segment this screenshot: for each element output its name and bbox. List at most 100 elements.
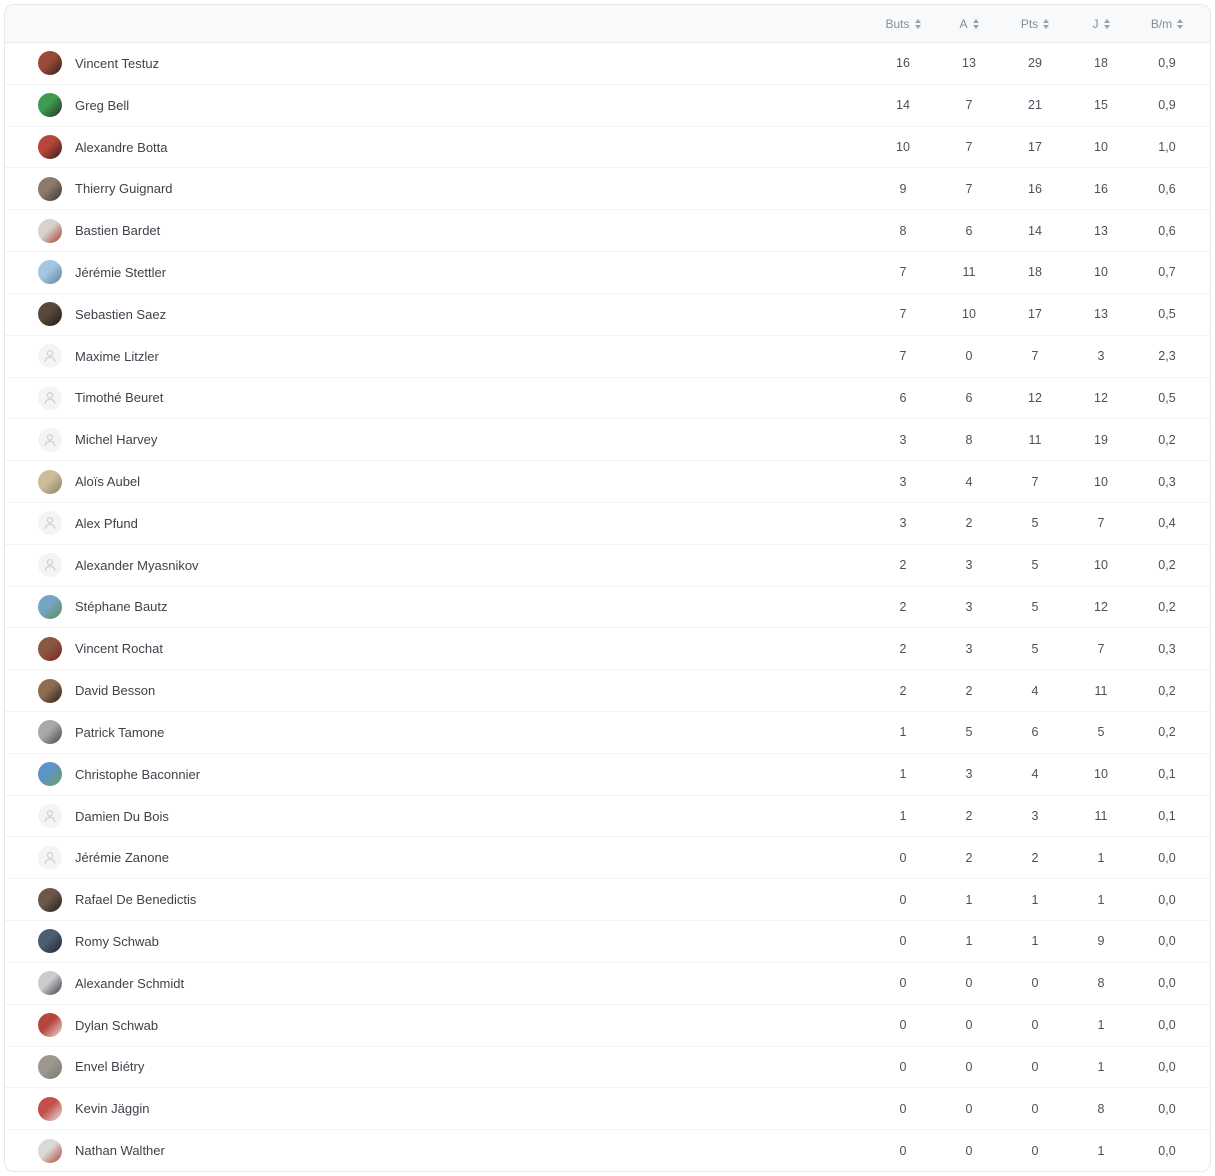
stat-value-games: 1 (1097, 1059, 1105, 1074)
stat-value-buts: 0 (899, 976, 907, 991)
avatar (38, 762, 62, 787)
table-row[interactable]: Romy Schwab 0 1 1 9 0,0 (5, 920, 1210, 962)
table-row[interactable]: Alexander Myasnikov 2 3 5 10 0,2 (5, 543, 1210, 586)
avatar (38, 385, 62, 410)
table-row[interactable]: Rafael De Benedictis 0 1 1 1 0,0 (5, 878, 1210, 921)
sort-icon (1043, 18, 1050, 29)
stat-value-goals-per-game: 0,6 (1158, 223, 1176, 238)
stat-value-assists: 11 (962, 265, 976, 280)
column-header-buts[interactable]: Buts (870, 17, 936, 31)
table-row[interactable]: Stéphane Bautz 2 3 5 12 0,2 (5, 585, 1210, 628)
stat-value-points: 11 (1028, 432, 1042, 447)
stat-value-buts: 7 (899, 307, 907, 322)
table-row[interactable]: Patrick Tamone 1 5 6 5 0,2 (5, 711, 1210, 753)
stat-value-buts: 2 (899, 558, 907, 573)
stat-value-buts: 16 (896, 56, 910, 71)
person-placeholder-icon (44, 517, 56, 530)
player-name: Sebastien Saez (75, 306, 167, 322)
stat-value-goals-per-game: 0,0 (1158, 850, 1176, 865)
column-label-games: J (1092, 16, 1099, 31)
stat-value-games: 10 (1094, 767, 1108, 782)
table-row[interactable]: Vincent Rochat 2 3 5 7 0,3 (5, 627, 1210, 670)
stat-value-goals-per-game: 0,2 (1158, 725, 1176, 740)
stat-value-points: 5 (1031, 599, 1039, 614)
column-header-games[interactable]: J (1068, 17, 1134, 31)
stat-value-games: 18 (1094, 56, 1108, 71)
stat-value-games: 13 (1094, 223, 1108, 238)
table-row[interactable]: Maxime Litzler 7 0 7 3 2,3 (5, 334, 1210, 377)
stat-value-goals-per-game: 0,5 (1158, 307, 1176, 322)
stat-value-games: 9 (1097, 934, 1105, 949)
table-row[interactable]: Christophe Baconnier 1 3 4 10 0,1 (5, 752, 1210, 795)
stat-value-assists: 1 (965, 934, 973, 949)
player-name: Maxime Litzler (75, 348, 159, 364)
stat-value-games: 5 (1097, 725, 1105, 740)
stat-value-buts: 0 (899, 1101, 907, 1116)
table-row[interactable]: Jérémie Stettler 7 11 18 10 0,7 (5, 251, 1210, 293)
player-name: Alexander Myasnikov (75, 557, 199, 573)
person-placeholder-icon (44, 851, 56, 864)
table-row[interactable]: Sebastien Saez 7 10 17 13 0,5 (5, 292, 1210, 335)
table-row[interactable]: Aloïs Aubel 3 4 7 10 0,3 (5, 460, 1210, 502)
stat-value-points: 5 (1031, 516, 1039, 531)
stat-value-assists: 4 (965, 474, 973, 489)
table-row[interactable]: David Besson 2 2 4 11 0,2 (5, 669, 1210, 711)
stat-value-goals-per-game: 0,3 (1158, 641, 1176, 656)
avatar (38, 678, 62, 703)
table-header: Buts A Pts J B/m (5, 5, 1210, 43)
stat-value-assists: 3 (965, 767, 973, 782)
stat-value-assists: 0 (965, 1059, 973, 1074)
table-row[interactable]: Kevin Jäggin 0 0 0 8 0,0 (5, 1087, 1210, 1130)
table-row[interactable]: Greg Bell 14 7 21 15 0,9 (5, 83, 1210, 126)
player-cell: Kevin Jäggin (5, 1096, 870, 1121)
stat-value-games: 8 (1097, 976, 1105, 991)
table-row[interactable]: Jérémie Zanone 0 2 2 1 0,0 (5, 836, 1210, 879)
table-row[interactable]: Alexander Schmidt 0 0 0 8 0,0 (5, 961, 1210, 1004)
player-cell: Patrick Tamone (5, 720, 870, 745)
table-row[interactable]: Thierry Guignard 9 7 16 16 0,6 (5, 167, 1210, 210)
stat-value-games: 7 (1097, 641, 1105, 656)
stat-value-games: 15 (1094, 98, 1108, 113)
stat-value-games: 1 (1097, 892, 1105, 907)
stat-value-points: 14 (1028, 223, 1042, 238)
stat-value-assists: 3 (965, 558, 973, 573)
table-row[interactable]: Nathan Walther 0 0 0 1 0,0 (5, 1129, 1210, 1171)
player-name: Patrick Tamone (75, 724, 165, 740)
table-row[interactable]: Michel Harvey 3 8 11 19 0,2 (5, 418, 1210, 461)
stat-value-goals-per-game: 0,0 (1158, 1101, 1176, 1116)
avatar (38, 887, 62, 912)
stat-value-points: 6 (1031, 725, 1039, 740)
table-row[interactable]: Alex Pfund 3 2 5 7 0,4 (5, 501, 1210, 544)
player-cell: Dylan Schwab (5, 1013, 870, 1038)
table-row[interactable]: Timothé Beuret 6 6 12 12 0,5 (5, 376, 1210, 419)
table-row[interactable]: Dylan Schwab 0 0 0 1 0,0 (5, 1003, 1210, 1046)
avatar (38, 344, 62, 369)
stat-value-goals-per-game: 0,6 (1158, 181, 1176, 196)
table-row[interactable]: Envel Biétry 0 0 0 1 0,0 (5, 1045, 1210, 1088)
person-placeholder-icon (44, 433, 56, 446)
stat-value-assists: 2 (965, 516, 973, 531)
column-header-assists[interactable]: A (936, 17, 1002, 31)
avatar (38, 93, 62, 118)
column-header-goals-per-game[interactable]: B/m (1134, 17, 1200, 31)
player-name: Jérémie Stettler (75, 264, 167, 280)
stat-value-assists: 10 (962, 307, 976, 322)
player-name: Dylan Schwab (75, 1017, 159, 1033)
avatar (38, 971, 62, 996)
avatar (38, 553, 62, 578)
stat-value-points: 2 (1031, 850, 1039, 865)
player-name: Alexandre Botta (75, 139, 168, 155)
table-row[interactable]: Alexandre Botta 10 7 17 10 1,0 (5, 125, 1210, 168)
stat-value-buts: 9 (899, 181, 907, 196)
player-cell: Alex Pfund (5, 511, 870, 536)
stat-value-assists: 2 (965, 850, 973, 865)
table-row[interactable]: Bastien Bardet 8 6 14 13 0,6 (5, 209, 1210, 252)
stat-value-assists: 0 (965, 1143, 973, 1158)
column-header-points[interactable]: Pts (1002, 17, 1068, 31)
table-row[interactable]: Damien Du Bois 1 2 3 11 0,1 (5, 794, 1210, 837)
stat-value-goals-per-game: 0,2 (1158, 599, 1176, 614)
column-label-assists: A (959, 16, 968, 31)
stat-value-buts: 8 (899, 223, 907, 238)
table-row[interactable]: Vincent Testuz 16 13 29 18 0,9 (5, 43, 1210, 84)
avatar (38, 427, 62, 452)
